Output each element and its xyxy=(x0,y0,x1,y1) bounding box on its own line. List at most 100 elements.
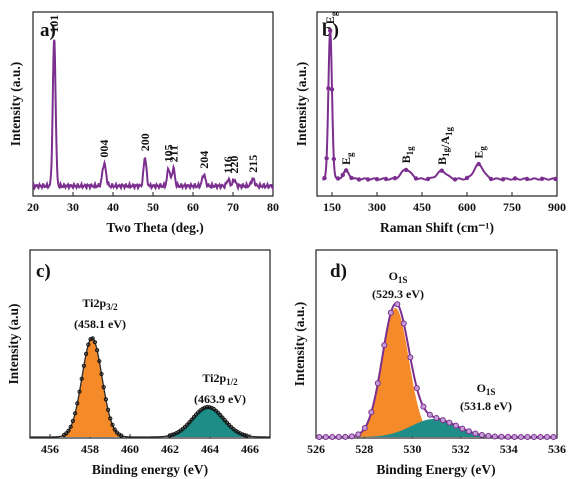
panel-c-data-point xyxy=(64,431,69,436)
panel-c-peak-name: Ti2p1/2 xyxy=(202,371,238,387)
panel-b-tick-label: 600 xyxy=(458,200,476,214)
panel-c-tick-label: 460 xyxy=(121,442,139,456)
panel-d-data-point xyxy=(544,434,550,440)
panel-d-ylabel: Intensity (a.u.) xyxy=(292,302,307,386)
panel-c-data-point xyxy=(222,418,227,423)
panel-a-peak-label: 101 xyxy=(47,15,61,33)
panel-d-frame xyxy=(315,249,558,439)
panel-d-tick-label: 530 xyxy=(403,442,421,456)
panel-d-tick-label: 536 xyxy=(548,442,566,456)
panel-d-data-point xyxy=(518,434,524,440)
panel-b-marker xyxy=(488,176,494,182)
panel-a-series-line xyxy=(32,39,274,192)
panel-a-peak-label: 204 xyxy=(197,151,211,169)
panel-c-data-point xyxy=(169,432,174,437)
panel-b-marker xyxy=(322,175,327,181)
panel-d-data-point xyxy=(329,434,336,440)
panel-c-fitted-peaks xyxy=(31,338,269,437)
panel-c-xlabel: Binding energy (eV) xyxy=(92,462,208,477)
panel-c-data-point xyxy=(86,342,91,347)
panel-a-peak-label: 116 xyxy=(221,156,235,173)
panel-a-xlabel: Two Theta (deg.) xyxy=(106,220,203,235)
panel-c-data-point xyxy=(191,415,196,420)
panel-b-marker xyxy=(439,168,444,173)
panel-c-data-point xyxy=(202,405,207,410)
panel-d-peak-labels: O1S (529.3 eV) O1S (531.8 eV) xyxy=(372,269,512,413)
panel-c-data-point xyxy=(218,413,223,418)
panel-a-tick-label: 50 xyxy=(147,200,159,214)
panel-d-data-point xyxy=(537,434,544,440)
panel-c-data-point xyxy=(220,415,225,420)
panel-d-tick-label: 528 xyxy=(355,442,373,456)
panel-c-fit-envelope xyxy=(30,337,270,438)
panel-b-peak-label: Eg xyxy=(472,146,488,159)
panel-d-o1s: d) Binding Energy (eV) Intensity (a.u.) … xyxy=(292,249,566,477)
panel-c-data-point xyxy=(99,371,104,377)
panel-b-markers xyxy=(322,28,558,182)
panel-d-data-point xyxy=(368,409,375,416)
panel-a-peak-label: 200 xyxy=(138,133,152,151)
panel-c-data-point xyxy=(106,407,111,412)
panel-d-data-point xyxy=(342,433,349,440)
panel-c-data-point xyxy=(101,385,106,390)
panel-d-data-point xyxy=(498,433,505,440)
panel-d-data-point xyxy=(387,309,394,316)
panel-c-data-point xyxy=(187,420,192,425)
panel-c-data-point xyxy=(73,411,78,416)
panel-b-marker xyxy=(553,176,558,182)
panel-d-data-point xyxy=(374,380,381,387)
panel-b-marker xyxy=(329,87,335,92)
panel-b-peak-labels: Eg Eg B1g B1g/A1g Eg xyxy=(323,11,488,165)
panel-b-marker xyxy=(403,167,409,173)
panel-c-ylabel: Intensity (a.u) xyxy=(6,303,21,384)
panel-d-data-point xyxy=(433,415,440,421)
panel-b-frame xyxy=(316,11,558,197)
panel-b-marker xyxy=(374,177,380,182)
panel-c-data-point xyxy=(119,433,124,438)
panel-b-marker xyxy=(365,177,371,182)
panel-c-tick-label: 458 xyxy=(81,442,99,456)
panel-d-data-point xyxy=(459,425,466,432)
panel-c-data-point xyxy=(207,405,212,410)
panel-d-data-point xyxy=(505,433,511,440)
panel-c-data-point xyxy=(97,359,102,364)
panel-d-data-point xyxy=(446,419,453,426)
panel-a-peak-label: 215 xyxy=(246,155,260,173)
panel-d-peak-name: O1S xyxy=(389,269,408,285)
panel-a-tick-label: 80 xyxy=(267,200,279,214)
panel-c-data-point xyxy=(244,433,249,438)
panel-d-data-point xyxy=(439,417,446,424)
panel-b-marker xyxy=(524,176,530,182)
panel-d-tick-label: 532 xyxy=(452,442,470,456)
panel-a-tick-label: 40 xyxy=(107,200,119,214)
panel-c-data-point xyxy=(183,424,188,429)
panel-c-tick-label: 466 xyxy=(241,442,259,456)
panel-d-data-point xyxy=(316,434,323,440)
panel-d-data-point xyxy=(400,320,407,327)
panel-d-peak-value: (531.8 eV) xyxy=(460,399,512,413)
panel-c-peak-labels: Ti2p3/2 (458.1 eV) Ti2p1/2 (463.9 eV) xyxy=(74,296,246,406)
panel-d-fitted-peak xyxy=(317,419,556,437)
panel-a-ylabel: Intensity (a.u.) xyxy=(8,62,23,146)
panel-d-data-point xyxy=(524,434,531,440)
panel-b-tick-label: 450 xyxy=(413,200,431,214)
panel-c-data-point xyxy=(167,433,172,438)
panel-c-data-point xyxy=(240,432,245,437)
panel-c-fitted-peak xyxy=(31,407,269,437)
panel-c-tick-label: 462 xyxy=(161,442,179,456)
panel-b-marker xyxy=(356,177,362,182)
panel-c-data-point xyxy=(112,427,117,432)
panel-c-data-point xyxy=(103,397,109,402)
panel-c-data-points xyxy=(62,336,249,438)
panel-c-data-point xyxy=(77,389,82,394)
panel-c-data-point xyxy=(224,420,229,425)
panel-b-marker xyxy=(324,156,329,161)
panel-a-x-ticks: 20 30 40 50 60 70 80 xyxy=(27,192,279,214)
panel-c-data-point xyxy=(88,337,93,342)
panel-d-fitted-peaks xyxy=(317,308,556,437)
panel-a-peak-label: 004 xyxy=(97,140,111,158)
panel-a-xrd: a) Two Theta (deg.) Intensity (a.u.) 20 3… xyxy=(8,11,279,235)
panel-c-fitted-peak xyxy=(31,338,269,437)
